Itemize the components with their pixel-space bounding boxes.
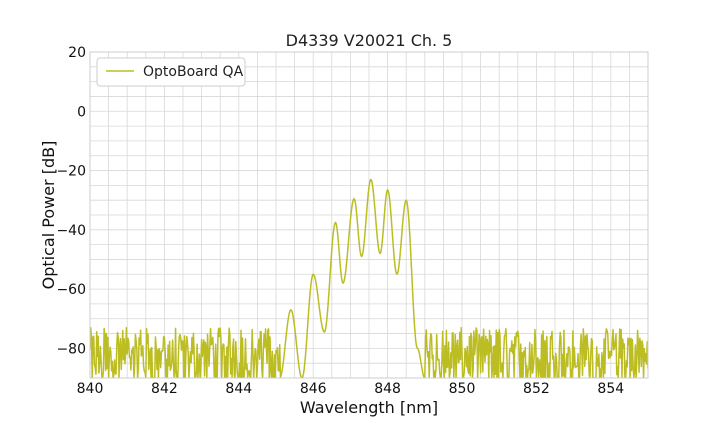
x-tick-label: 854 — [597, 381, 624, 397]
x-tick-label: 846 — [300, 381, 327, 397]
y-axis-label: Optical Power [dB] — [39, 141, 58, 290]
y-tick-label: 20 — [68, 45, 86, 61]
x-tick-label: 850 — [449, 381, 476, 397]
x-tick-label: 842 — [151, 381, 178, 397]
chart-title: D4339 V20021 Ch. 5 — [286, 31, 453, 50]
y-tick-label: −80 — [56, 341, 86, 357]
legend-entry: OptoBoard QA — [143, 64, 244, 80]
y-tick-label: −60 — [56, 282, 86, 298]
series-layer — [90, 178, 648, 378]
series-line-optoboard-qa — [90, 178, 648, 378]
grid — [89, 51, 649, 379]
x-tick-label: 840 — [77, 381, 104, 397]
y-tick-label: −20 — [56, 164, 86, 180]
y-tick-label: −40 — [56, 223, 86, 239]
y-tick-label: 0 — [77, 104, 86, 120]
y-tick-labels: 20 0 −20 −40 −60 −80 — [56, 45, 86, 357]
legend: OptoBoard QA — [96, 57, 246, 87]
x-tick-label: 848 — [374, 381, 401, 397]
x-tick-label: 852 — [523, 381, 550, 397]
x-axis-label: Wavelength [nm] — [300, 398, 438, 417]
x-tick-labels: 840 842 844 846 848 850 852 854 — [77, 381, 625, 397]
legend-box — [96, 57, 246, 87]
plot-area — [89, 51, 649, 379]
x-tick-label: 844 — [225, 381, 252, 397]
